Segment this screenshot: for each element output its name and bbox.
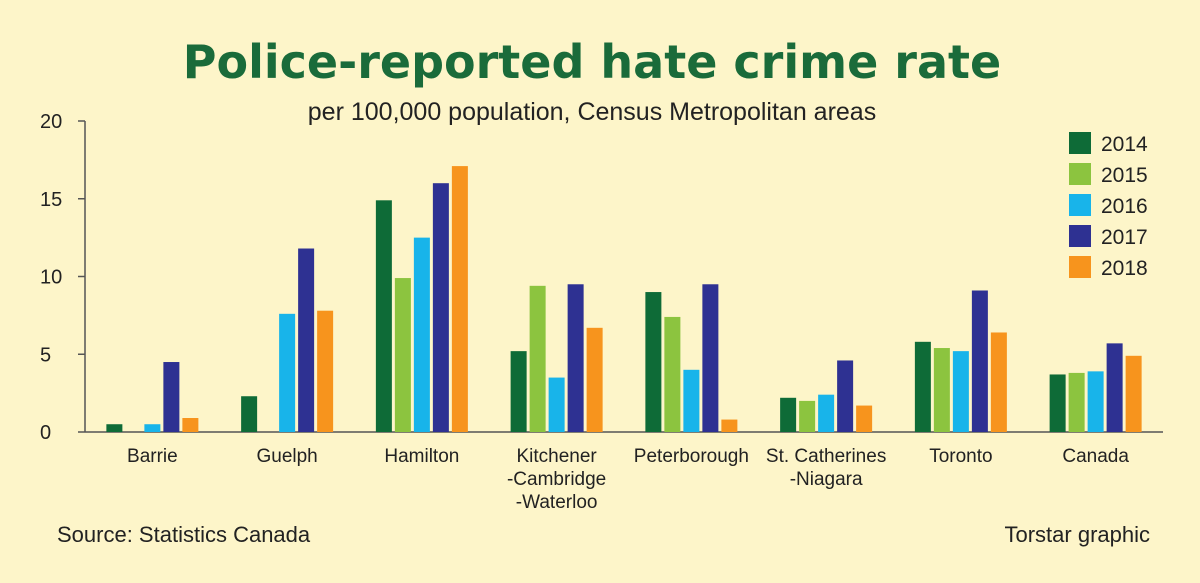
category-label: Kitchener xyxy=(516,446,597,467)
category-label: Hamilton xyxy=(384,446,459,467)
bar-2018-cat-6 xyxy=(990,332,1007,432)
bar-2014-cat-2 xyxy=(375,200,392,432)
bar-2016-cat-0 xyxy=(144,424,161,432)
bar-2017-cat-5 xyxy=(837,360,854,432)
bar-2018-cat-1 xyxy=(317,310,334,432)
bar-2016-cat-5 xyxy=(818,394,835,432)
bar-2015-cat-3 xyxy=(529,285,546,432)
bar-2017-cat-4 xyxy=(702,284,719,432)
category-label: Peterborough xyxy=(634,446,749,467)
source-note: Source: Statistics Canada xyxy=(57,522,311,547)
bar-2015-cat-2 xyxy=(394,278,411,432)
bar-2017-cat-3 xyxy=(567,284,584,432)
legend-swatch-2016 xyxy=(1069,194,1091,216)
legend-swatch-2018 xyxy=(1069,256,1091,278)
y-tick-label: 0 xyxy=(40,422,51,444)
y-tick-label: 20 xyxy=(40,111,62,133)
legend-label-2016: 2016 xyxy=(1101,195,1148,218)
y-tick-label: 5 xyxy=(40,344,51,366)
bar-2015-cat-6 xyxy=(933,348,950,432)
bar-2016-cat-4 xyxy=(683,369,700,432)
bar-2014-cat-6 xyxy=(914,341,931,432)
bar-2017-cat-2 xyxy=(432,183,449,432)
category-label: Toronto xyxy=(929,446,992,467)
bar-2018-cat-3 xyxy=(586,327,603,432)
bar-2016-cat-1 xyxy=(279,313,296,432)
bar-2016-cat-6 xyxy=(952,351,969,432)
legend-label-2015: 2015 xyxy=(1101,164,1148,187)
legend-swatch-2015 xyxy=(1069,163,1091,185)
y-tick-label: 15 xyxy=(40,189,62,211)
bar-2014-cat-1 xyxy=(241,396,258,432)
bar-2015-cat-4 xyxy=(664,316,681,432)
chart-subtitle: per 100,000 population, Census Metropoli… xyxy=(308,98,876,126)
bar-2018-cat-0 xyxy=(182,418,199,432)
category-label: -Cambridge xyxy=(507,469,606,490)
category-label: Barrie xyxy=(127,446,178,467)
bar-2018-cat-4 xyxy=(721,419,738,432)
legend-label-2017: 2017 xyxy=(1101,226,1148,249)
bar-2017-cat-6 xyxy=(971,290,988,432)
bar-2017-cat-0 xyxy=(163,362,180,432)
bar-2014-cat-3 xyxy=(510,351,527,432)
category-label: -Niagara xyxy=(790,469,863,490)
bar-2014-cat-5 xyxy=(780,397,797,432)
bar-2018-cat-5 xyxy=(856,405,873,432)
bar-2015-cat-7 xyxy=(1068,372,1085,432)
bars xyxy=(106,166,1142,432)
bar-2017-cat-1 xyxy=(298,248,315,432)
legend-swatch-2017 xyxy=(1069,225,1091,247)
bar-2014-cat-4 xyxy=(645,292,662,432)
bar-2016-cat-7 xyxy=(1087,371,1104,432)
bar-2015-cat-5 xyxy=(799,400,816,432)
bar-2017-cat-7 xyxy=(1106,343,1123,432)
legend-label-2014: 2014 xyxy=(1101,133,1148,156)
category-label: Guelph xyxy=(256,446,317,467)
bar-2018-cat-2 xyxy=(451,166,468,432)
bar-2018-cat-7 xyxy=(1125,355,1142,432)
bar-2016-cat-2 xyxy=(413,237,430,432)
category-label: -Waterloo xyxy=(516,492,598,513)
credit-note: Torstar graphic xyxy=(1004,522,1150,547)
y-tick-label: 10 xyxy=(40,267,62,289)
legend-swatch-2014 xyxy=(1069,132,1091,154)
legend: 2014 2015 2016 2017 2018 xyxy=(1069,132,1148,280)
bar-2014-cat-7 xyxy=(1049,374,1066,432)
category-labels: Barrie Guelph Hamilton Kitchener-Cambridge-… xyxy=(127,446,1129,513)
category-label: St. Catherines xyxy=(766,446,886,467)
bar-2016-cat-3 xyxy=(548,377,565,432)
category-label: Canada xyxy=(1062,446,1129,467)
legend-label-2018: 2018 xyxy=(1101,257,1148,280)
chart-title: Police-reported hate crime rate xyxy=(183,35,1001,89)
bar-2014-cat-0 xyxy=(106,424,123,432)
